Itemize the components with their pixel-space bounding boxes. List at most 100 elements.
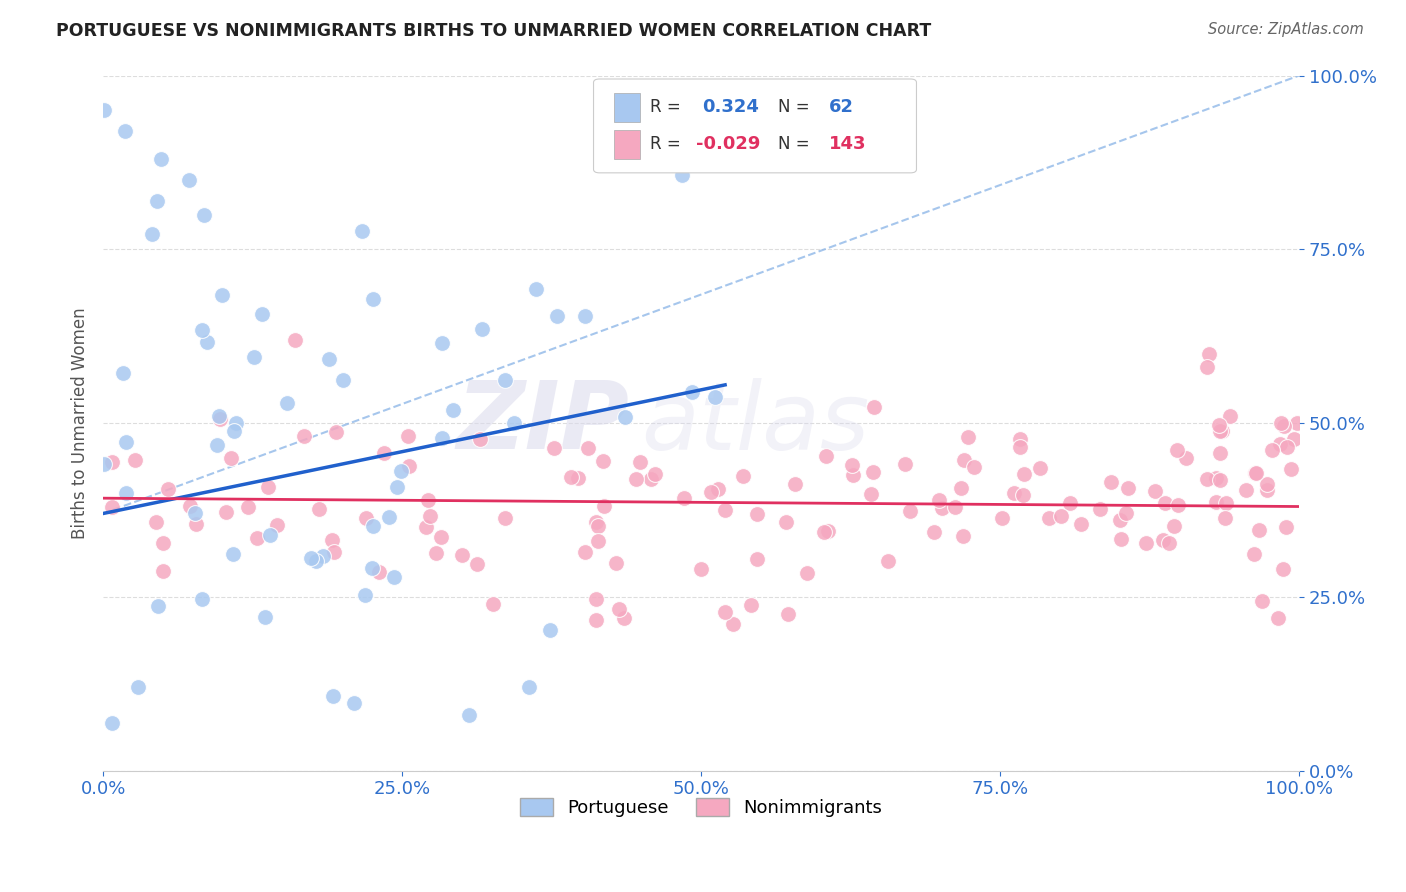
Point: [862, 465, 884, 479]
Point: [382, 569, 405, 583]
Point: [588, 534, 610, 549]
Point: [389, 464, 412, 478]
Point: [1195, 472, 1218, 486]
Point: [451, 548, 474, 562]
Point: [671, 168, 693, 182]
Point: [1153, 496, 1175, 510]
Point: [1012, 467, 1035, 481]
Point: [894, 457, 917, 471]
Point: [585, 613, 607, 627]
Point: [745, 552, 768, 566]
Point: [690, 562, 713, 576]
Point: [124, 452, 146, 467]
Point: [415, 520, 437, 534]
Point: [503, 417, 526, 431]
Point: [1167, 498, 1189, 512]
Point: [1205, 471, 1227, 485]
Point: [1038, 511, 1060, 525]
Point: [607, 602, 630, 616]
Point: [1050, 508, 1073, 523]
Point: [145, 515, 167, 529]
Text: -0.029: -0.029: [696, 135, 761, 153]
Point: [1267, 611, 1289, 625]
Point: [494, 373, 516, 387]
Point: [195, 334, 218, 349]
Point: [127, 680, 149, 694]
Point: [1244, 466, 1267, 480]
Point: [713, 503, 735, 517]
Text: 0.324: 0.324: [703, 98, 759, 116]
Point: [714, 605, 737, 619]
Point: [156, 482, 179, 496]
Point: [952, 529, 974, 543]
Point: [373, 446, 395, 460]
Point: [863, 400, 886, 414]
Point: [250, 307, 273, 321]
Point: [956, 430, 979, 444]
Point: [1211, 424, 1233, 438]
Point: [560, 470, 582, 484]
Point: [813, 524, 835, 539]
Point: [361, 561, 384, 575]
Point: [1116, 481, 1139, 495]
Point: [114, 124, 136, 138]
Point: [592, 454, 614, 468]
Point: [115, 435, 138, 450]
Point: [567, 471, 589, 485]
Point: [796, 566, 818, 580]
Point: [574, 309, 596, 323]
Point: [430, 431, 453, 445]
Point: [1010, 440, 1032, 454]
Point: [299, 551, 322, 566]
Point: [292, 428, 315, 442]
Point: [605, 556, 627, 570]
Point: [1270, 416, 1292, 430]
Point: [1250, 594, 1272, 608]
Point: [778, 607, 800, 622]
Point: [1166, 443, 1188, 458]
Point: [593, 499, 616, 513]
Point: [211, 287, 233, 301]
Point: [494, 510, 516, 524]
Point: [112, 367, 135, 381]
Point: [1152, 533, 1174, 548]
Point: [1099, 475, 1122, 489]
Point: [100, 500, 122, 514]
Point: [179, 500, 201, 514]
Point: [1247, 524, 1270, 538]
Point: [952, 453, 974, 467]
Point: [1213, 511, 1236, 525]
Text: R =: R =: [650, 98, 681, 116]
Point: [425, 546, 447, 560]
Point: [183, 506, 205, 520]
Point: [318, 351, 340, 366]
Point: [361, 518, 384, 533]
FancyBboxPatch shape: [614, 93, 640, 122]
Text: 62: 62: [830, 98, 855, 116]
Point: [115, 486, 138, 500]
Point: [186, 517, 208, 532]
Legend: Portuguese, Nonimmigrants: Portuguese, Nonimmigrants: [513, 790, 889, 824]
Point: [368, 565, 391, 579]
Point: [361, 292, 384, 306]
Point: [238, 500, 260, 515]
Point: [1088, 501, 1111, 516]
Point: [624, 472, 647, 486]
Point: [699, 484, 721, 499]
Point: [876, 554, 898, 568]
Point: [1135, 536, 1157, 550]
Point: [1059, 496, 1081, 510]
Point: [146, 599, 169, 614]
Point: [1219, 409, 1241, 424]
Point: [458, 708, 481, 723]
Point: [898, 504, 921, 518]
Point: [191, 323, 214, 337]
Point: [1195, 360, 1218, 375]
Point: [538, 624, 561, 638]
Point: [585, 515, 607, 529]
Point: [924, 524, 946, 539]
Point: [928, 493, 950, 508]
Point: [723, 617, 745, 632]
Text: Source: ZipAtlas.com: Source: ZipAtlas.com: [1208, 22, 1364, 37]
Point: [517, 680, 540, 694]
